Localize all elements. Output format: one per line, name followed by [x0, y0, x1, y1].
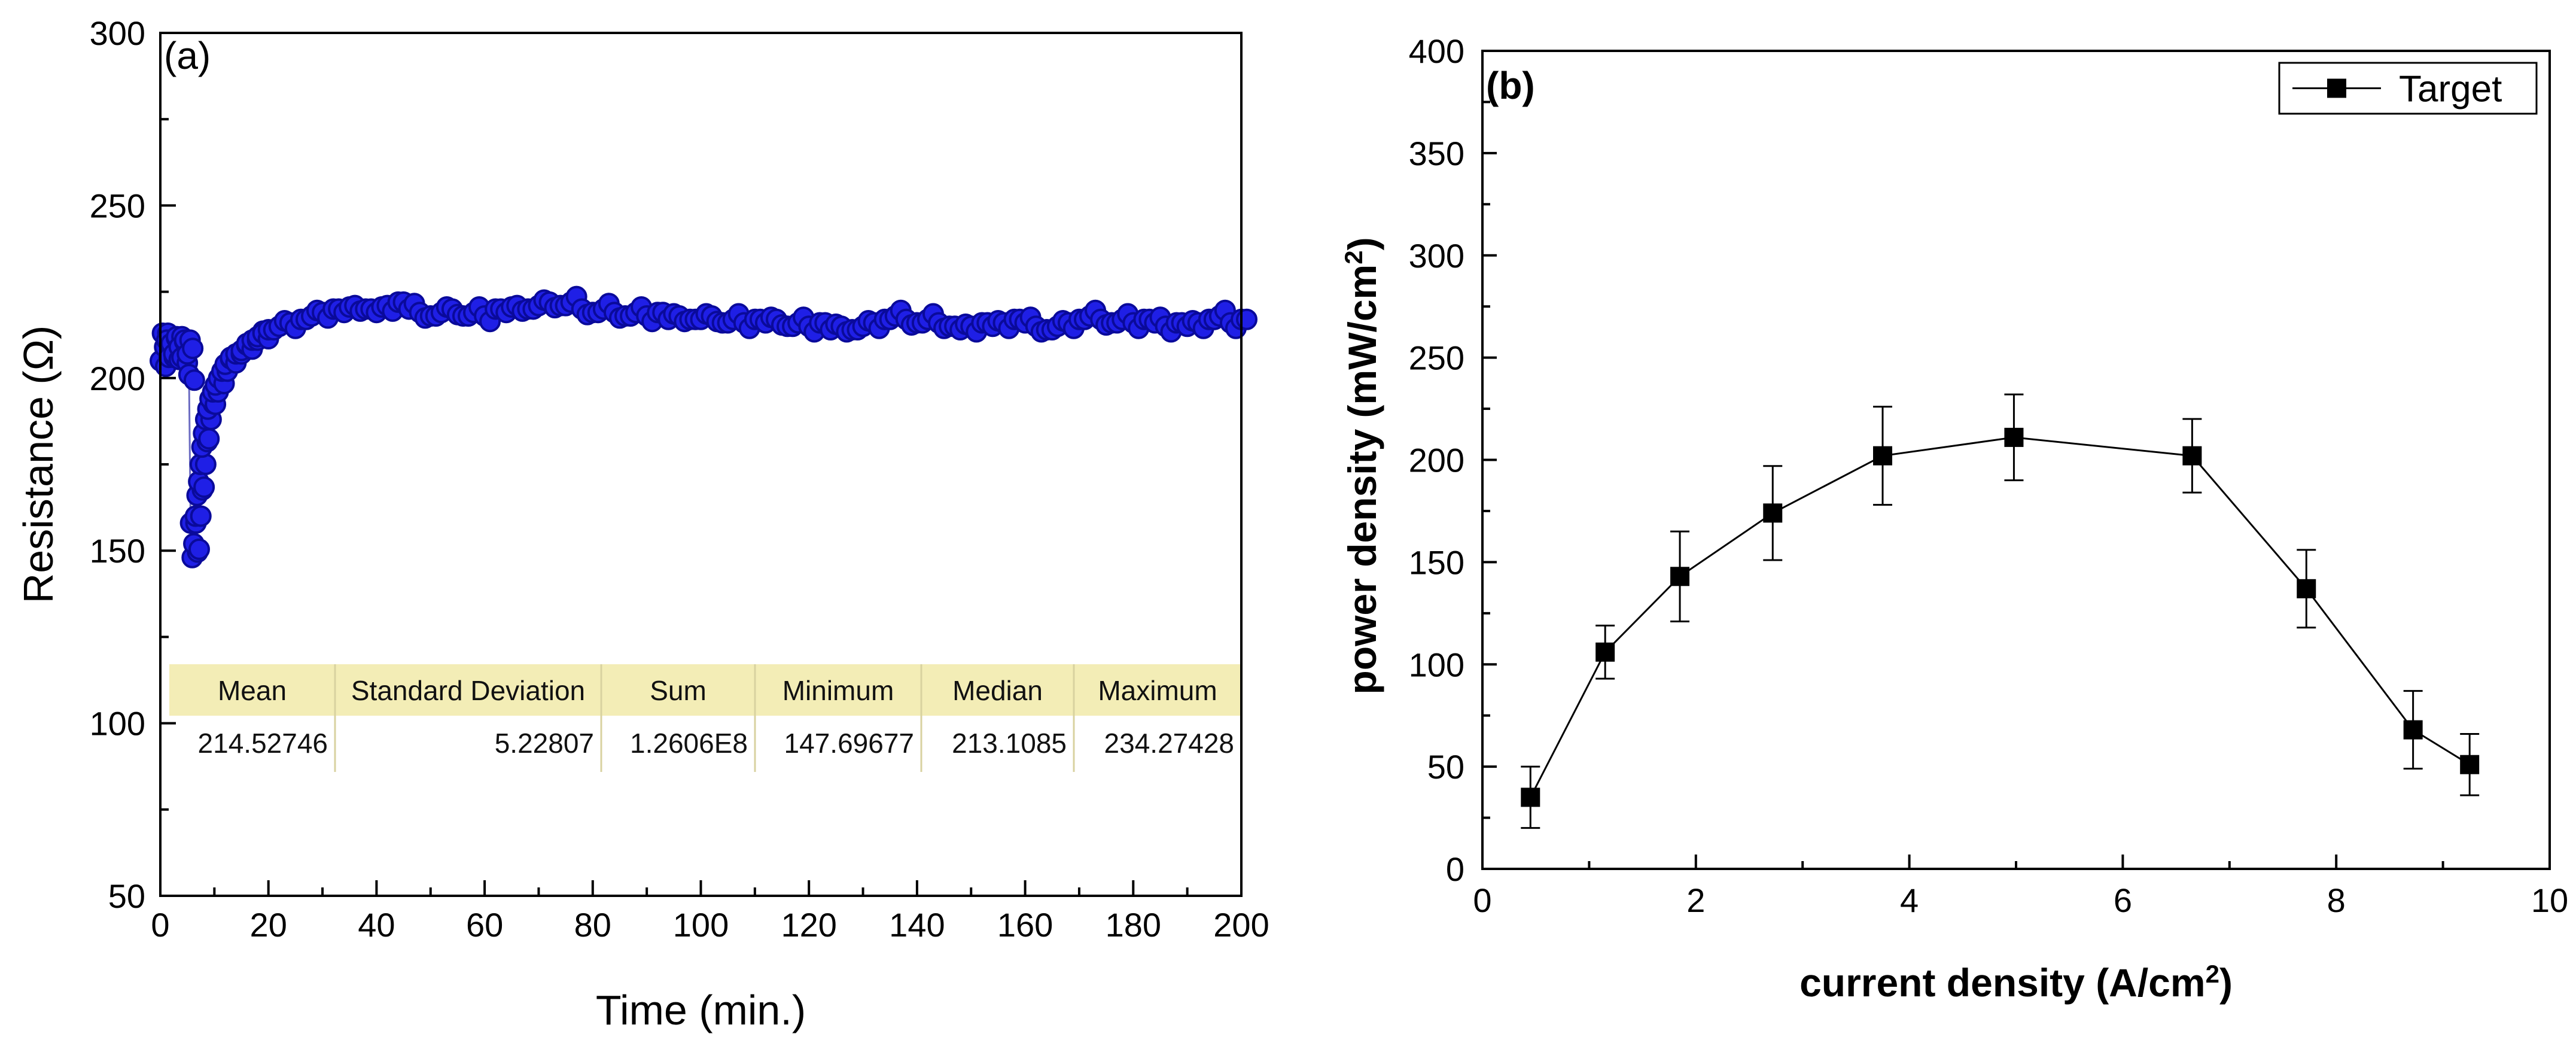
target-square-marker: [2460, 755, 2480, 774]
stats-header-maximum: Maximum: [1098, 675, 1217, 706]
x-tick-label: 100: [673, 906, 729, 944]
panel-b-y-axis-title: power density (mW/cm2): [1339, 237, 1385, 694]
y-tick-label: 350: [1409, 135, 1464, 172]
stats-header-median: Median: [952, 675, 1043, 706]
y-tick-label: 50: [108, 877, 145, 915]
panel-b-label: (b): [1486, 64, 1535, 107]
x-tick-label: 40: [358, 906, 395, 944]
y-tick-label: 250: [90, 187, 145, 224]
x-tick-label: 0: [1473, 881, 1491, 919]
resistance-point: [188, 538, 211, 560]
resistance-trace-line: [159, 301, 1242, 558]
resistance-point: [182, 337, 204, 360]
stats-header-sum: Sum: [650, 675, 707, 706]
target-square-marker: [2004, 427, 2024, 447]
y-tick-label: 300: [90, 14, 145, 52]
panel-b-data-series: [1521, 393, 2480, 829]
y-tick-label: 200: [90, 360, 145, 397]
target-square-marker: [2297, 579, 2316, 598]
x-tick-label: 20: [250, 906, 287, 944]
x-tick-label: 8: [2327, 881, 2346, 919]
panel-b-plot-frame: [1481, 50, 2551, 870]
legend: Target: [2278, 62, 2538, 115]
y-tick-label: 50: [1427, 748, 1464, 786]
panel-a-y-axis-title: Resistance (Ω): [15, 326, 62, 604]
x-tick-label: 60: [466, 906, 503, 944]
resistance-point: [198, 428, 220, 450]
y-tick-label: 200: [1409, 442, 1464, 479]
y-tick-label: 250: [1409, 339, 1464, 377]
x-tick-label: 120: [781, 906, 836, 944]
target-square-marker: [1873, 446, 1892, 466]
target-square-marker: [1521, 787, 1540, 807]
stats-table-header-background: [169, 664, 1241, 716]
stats-header-mean: Mean: [218, 675, 287, 706]
stats-value-sum: 1.2606E8: [630, 728, 748, 759]
panel-b-x-axis-title: current density (A/cm2): [1799, 960, 2233, 1005]
target-square-marker: [2403, 720, 2423, 740]
target-square-marker: [1595, 642, 1615, 662]
x-tick-label: 6: [2114, 881, 2132, 919]
x-tick-label: 10: [2531, 881, 2568, 919]
target-square-marker: [1763, 503, 1783, 523]
resistance-point: [194, 454, 217, 475]
stats-value-minimum: 147.69677: [784, 728, 914, 759]
y-tick-label: 100: [1409, 646, 1464, 683]
stats-value-maximum: 234.27428: [1104, 728, 1234, 759]
y-tick-label: 150: [90, 532, 145, 570]
stats-header-standard-deviation: Standard Deviation: [351, 675, 585, 706]
x-tick-label: 200: [1213, 906, 1269, 944]
y-tick-label: 400: [1409, 32, 1464, 70]
panel-a-resistance-chart: Mean Standard Deviation Sum Minimum Medi…: [15, 14, 1269, 1033]
resistance-point: [1236, 308, 1257, 330]
panel-a-label: (a): [164, 34, 211, 77]
y-tick-label: 100: [90, 705, 145, 743]
y-tick-label: 300: [1409, 237, 1464, 275]
x-tick-label: 140: [889, 906, 945, 944]
stats-header-minimum: Minimum: [782, 675, 894, 706]
y-tick-label: 0: [1446, 850, 1464, 888]
x-tick-label: 0: [151, 906, 169, 944]
resistance-point: [183, 369, 205, 391]
legend-square-marker: [2327, 78, 2346, 98]
panel-a-x-axis-title: Time (min.): [596, 987, 806, 1033]
panel-a-data-points: [150, 285, 1257, 568]
target-square-marker: [1670, 567, 1690, 586]
x-tick-label: 2: [1686, 881, 1705, 919]
x-tick-label: 4: [1900, 881, 1919, 919]
resistance-point: [193, 476, 215, 498]
x-tick-label: 180: [1106, 906, 1161, 944]
panel-a-axes: 0 20 40 60 80 100 120 140 160 180 200 50 100 150 200 25…: [90, 14, 1269, 944]
y-tick-label: 150: [1409, 543, 1464, 581]
x-tick-label: 160: [997, 906, 1053, 944]
stats-table-dividers: [334, 664, 1075, 772]
legend-label-target: Target: [2399, 69, 2502, 110]
target-series-line: [1529, 436, 2470, 798]
resistance-point: [190, 505, 212, 527]
stats-value-mean: 214.52746: [198, 728, 328, 759]
stats-value-standard-deviation: 5.22807: [495, 728, 594, 759]
target-square-marker: [2182, 446, 2202, 466]
stats-table: Mean Standard Deviation Sum Minimum Medi…: [169, 664, 1241, 772]
stats-value-median: 213.1085: [952, 728, 1067, 759]
stats-table-body-background: [169, 716, 1241, 772]
x-tick-label: 80: [574, 906, 611, 944]
